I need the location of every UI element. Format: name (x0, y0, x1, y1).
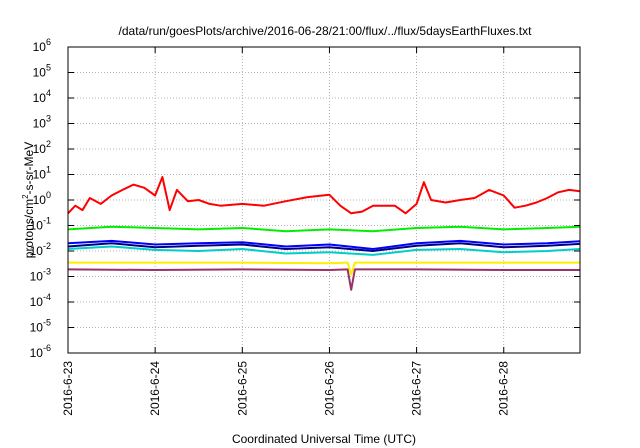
series-line-5 (67, 242, 581, 252)
y-tick-label: 10-2 (30, 241, 51, 258)
y-tick-label: 10-4 (30, 292, 51, 309)
chart-title: /data/run/goesPlots/archive/2016-06-28/2… (119, 24, 533, 38)
y-tick-label: 100 (33, 190, 51, 207)
series-line-6 (68, 261, 580, 276)
y-tick-label: 102 (33, 139, 51, 156)
series-line-1 (67, 176, 581, 215)
series-line-3 (67, 245, 581, 256)
x-axis: 2016-6-23 2016-6-24 2016-6-25 2016-6-26 2016… (61, 47, 511, 416)
y-axis: 10-6 10-5 10-4 10-3 10-2 10-1 100 101 102 103 104 1… (30, 37, 580, 360)
x-tick-label: 2016-6-25 (235, 361, 249, 416)
grid-lines (68, 47, 580, 353)
y-tick-label: 105 (33, 63, 51, 80)
y-tick-label: 103 (33, 114, 51, 131)
x-tick-label: 2016-6-27 (410, 361, 424, 416)
y-tick-label: 101 (33, 165, 51, 182)
y-tick-label: 106 (33, 37, 51, 54)
series-line-2 (67, 225, 581, 233)
y-tick-label: 10-5 (30, 318, 51, 335)
y-axis-label: protons/cm2-s-sr-MeV (21, 142, 36, 258)
y-tick-label: 10-6 (30, 343, 51, 360)
x-tick-label: 2016-6-28 (497, 361, 511, 416)
y-tick-label: 10-1 (30, 216, 51, 233)
x-tick-label: 2016-6-26 (322, 361, 336, 416)
y-tick-label: 104 (33, 88, 51, 105)
x-axis-label: Coordinated Universal Time (UTC) (232, 432, 416, 446)
y-tick-label: 10-3 (30, 267, 51, 284)
x-tick-label: 2016-6-24 (148, 361, 162, 416)
series-line-7 (67, 268, 580, 291)
series-lines (67, 176, 581, 291)
x-tick-label: 2016-6-23 (61, 361, 75, 416)
series-line-4 (67, 239, 581, 250)
